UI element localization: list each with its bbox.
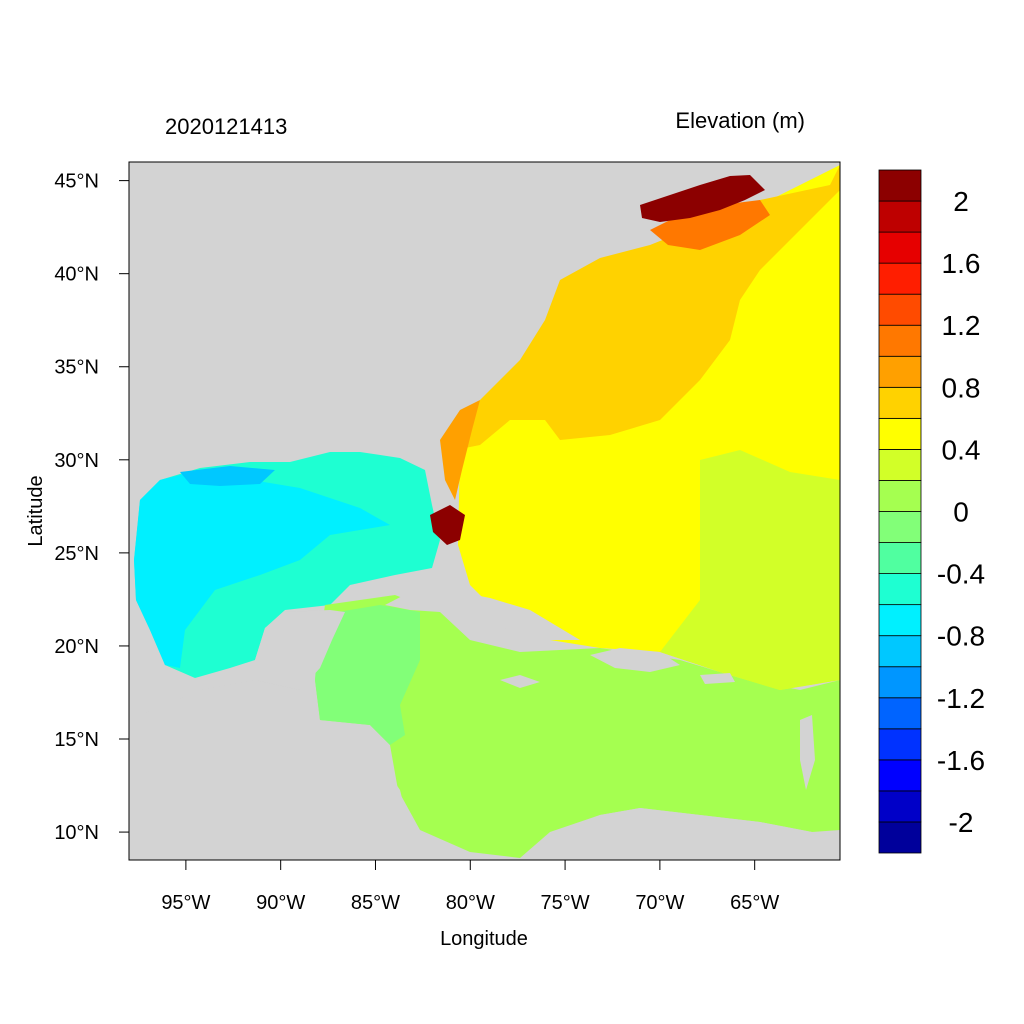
colorbar-label: -2 [949, 807, 974, 838]
florida-strait-zone [440, 400, 480, 500]
latitude-axis: 45°N 40°N 35°N 30°N 25°N 20°N 15°N 10°N [54, 171, 129, 844]
yucatan-landmass [255, 610, 345, 690]
jamaica-landmass [500, 675, 540, 688]
central-america-landmass [129, 680, 430, 860]
colorbar-swatch [878, 480, 922, 512]
latitude-tick-label: 45°N [54, 171, 99, 193]
variable-title: Elevation (m) [675, 108, 805, 133]
longitude-tick-label: 95°W [161, 892, 210, 914]
latitude-tick-label: 10°N [54, 822, 99, 844]
colorbar-swatch [878, 604, 922, 637]
puerto-rico-landmass [700, 673, 735, 684]
longitude-tick-label: 90°W [256, 892, 305, 914]
caribbean-western-zone [315, 605, 420, 745]
colorbar-swatch [878, 293, 922, 326]
latitude-tick-label: 40°N [54, 264, 99, 286]
gulf-north-coast-zone [180, 466, 275, 486]
colorbar-swatch [878, 449, 922, 481]
gulf-of-maine-core [640, 175, 765, 222]
south-america-landmass [530, 808, 840, 860]
colorbar-swatch [878, 324, 922, 357]
longitude-tick-label: 75°W [541, 892, 590, 914]
longitude-tick-label: 70°W [635, 892, 684, 914]
lesser-antilles-landmass [800, 715, 815, 790]
colorbar-swatch [878, 666, 922, 699]
colorbar [878, 169, 922, 854]
colorbar-swatch [878, 231, 922, 264]
gulf-stream-zone [455, 165, 840, 450]
gulf-west-deep-zone [134, 470, 390, 668]
longitude-tick-label: 80°W [446, 892, 495, 914]
colorbar-swatch [878, 697, 922, 730]
latitude-tick-label: 30°N [54, 450, 99, 472]
colorbar-swatch [878, 728, 922, 761]
cuba-landmass [385, 590, 580, 640]
colorbar-label: 1.2 [942, 310, 981, 341]
colorbar-labels: -2 -1.6 -1.2 -0.8 -0.4 0 0.4 0.8 1.2 1.6 2 [937, 186, 985, 838]
latitude-tick-label: 15°N [54, 729, 99, 751]
colorbar-label: 0.4 [942, 434, 981, 465]
map-panel [129, 162, 840, 860]
latitude-tick-label: 35°N [54, 357, 99, 379]
y-axis-label: Latitude [25, 475, 47, 546]
caribbean-sea-field [315, 595, 840, 858]
colorbar-swatch [878, 759, 922, 792]
colorbar-label: 1.6 [942, 248, 981, 279]
colorbar-swatch [878, 821, 922, 854]
longitude-axis: 95°W 90°W 85°W 80°W 75°W 70°W 65°W [161, 860, 779, 914]
latitude-tick-label: 25°N [54, 543, 99, 565]
colorbar-label: -1.6 [937, 745, 985, 776]
date-title: 2020121413 [165, 114, 287, 139]
southwest-florida-high [430, 505, 465, 545]
colorbar-label: 0 [953, 497, 969, 528]
longitude-tick-label: 85°W [351, 892, 400, 914]
colorbar-swatch [878, 790, 922, 823]
colorbar-swatch [878, 386, 922, 419]
colorbar-label: -1.2 [937, 683, 985, 714]
longitude-tick-label: 65°W [730, 892, 779, 914]
colorbar-swatch [878, 573, 922, 606]
colorbar-label: 0.8 [942, 372, 981, 403]
colorbar-swatch [878, 355, 922, 388]
colorbar-swatch [878, 417, 922, 450]
colorbar-swatch [878, 542, 922, 574]
plot-frame [128, 161, 841, 861]
colorbar-swatch [878, 200, 922, 233]
colorbar-swatch [878, 635, 922, 668]
colorbar-swatch [878, 169, 922, 202]
atlantic-southeast-zone [660, 450, 840, 690]
gulf-of-maine-high [650, 200, 770, 250]
colorbar-swatch [878, 262, 922, 295]
hispaniola-landmass [590, 648, 680, 672]
colorbar-label: -0.8 [937, 621, 985, 652]
colorbar-label: 2 [953, 186, 969, 217]
x-axis-label: Longitude [440, 928, 528, 950]
colorbar-swatch [878, 511, 922, 543]
colorbar-label: -0.4 [937, 559, 985, 590]
latitude-tick-label: 20°N [54, 636, 99, 658]
